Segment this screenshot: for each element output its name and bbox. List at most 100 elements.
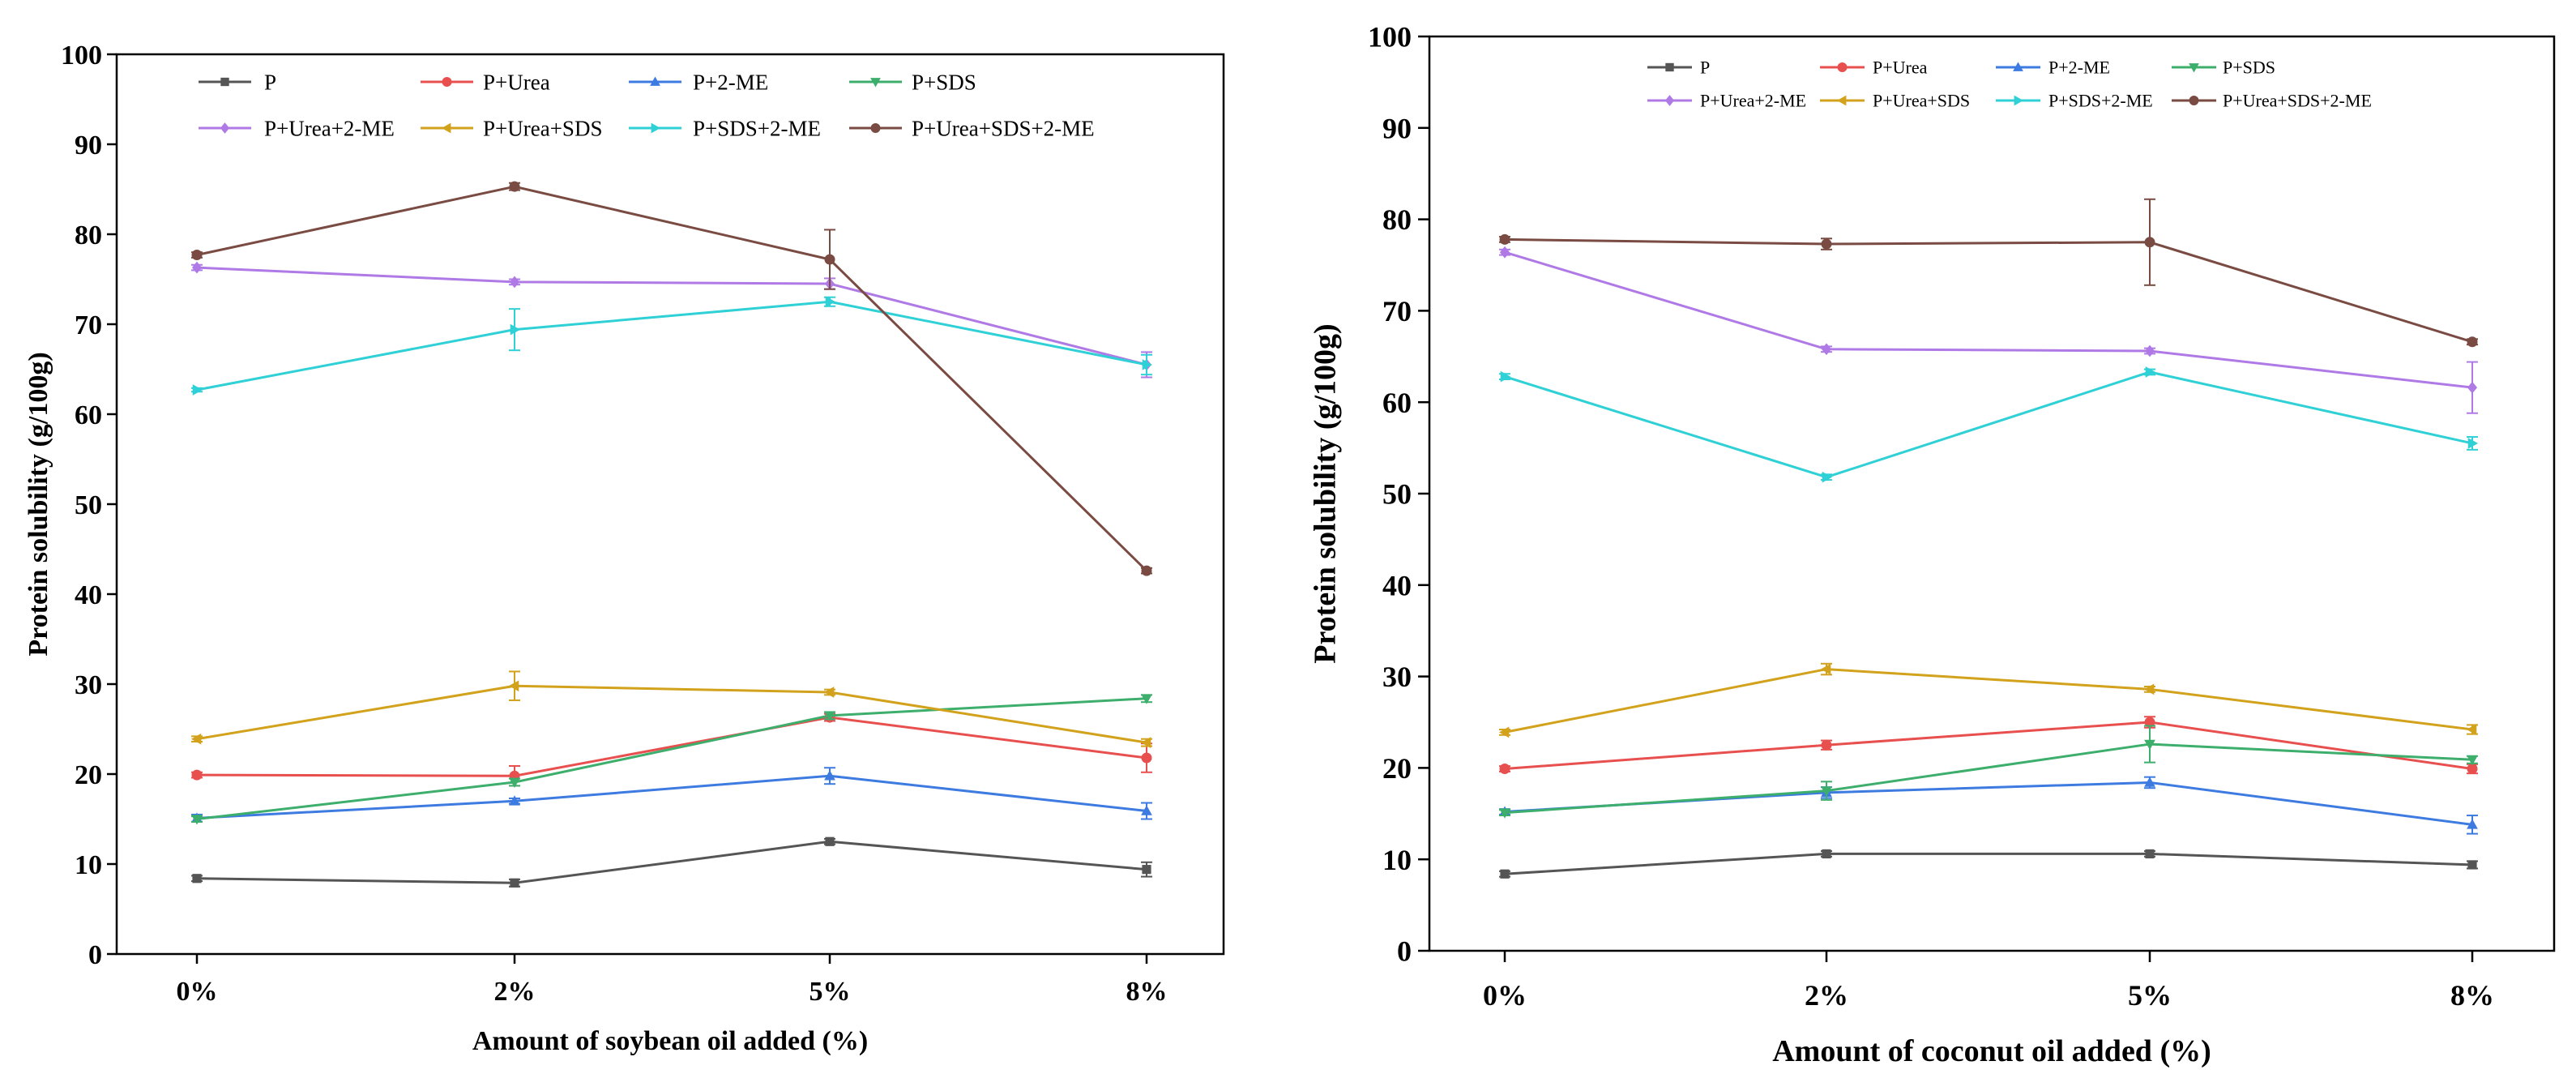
- coconut-series-p-plus-sds-point: [1821, 786, 1832, 797]
- coconut-series-p-plus-urea-plus-2-me: [1499, 246, 2478, 414]
- soybean-legend-entry-p-label: P: [264, 70, 276, 94]
- soybean-series-p-plus-urea-plus-sds-plus-2-me-line: [196, 185, 1148, 572]
- coconut-y-tick-label: 80: [1382, 203, 1412, 236]
- soybean-series-p-plus-urea-plus-sds-plus-2-me-point: [509, 181, 520, 192]
- soybean-series-p-plus-sds-point: [1141, 694, 1152, 704]
- soybean-x-tick-label: 2%: [494, 977, 536, 1007]
- soybean-legend-entry-p-plus-urea-swatch-marker: [442, 77, 452, 87]
- coconut-series-p-plus-sds-plus-2-me: [1499, 366, 2479, 483]
- coconut-y-tick-label: 10: [1382, 844, 1412, 876]
- soybean-legend-entry-p: P: [199, 70, 276, 94]
- coconut-series-p-plus-urea-plus-sds-plus-2-me-point: [2144, 237, 2155, 248]
- soybean-y-tick-label: 40: [75, 580, 102, 610]
- coconut-series-p-plus-sds-point: [1499, 808, 1510, 819]
- soybean-x-tick-label: 5%: [810, 977, 851, 1007]
- coconut-series-p-plus-urea-plus-sds-plus-2-me-point: [1499, 233, 1510, 245]
- coconut-series-p-plus-sds-plus-2-me-point: [1500, 370, 1511, 383]
- soybean-series-p-plus-sds-plus-2-me: [191, 296, 1153, 396]
- coconut-series-p-plus-sds-plus-2-me-line: [1504, 370, 2473, 479]
- coconut-series-p-plus-sds-line: [1504, 742, 2473, 815]
- soybean-series-p-plus-urea-plus-sds-point: [190, 733, 202, 745]
- coconut-legend-entry-p-label: P: [1700, 58, 1710, 78]
- coconut-series-p-line: [1504, 852, 2473, 875]
- soybean-y-tick-label: 10: [75, 850, 102, 880]
- coconut-series-p-plus-urea-plus-sds-point: [1820, 663, 1831, 675]
- coconut-legend-entry-p-plus-urea-plus-sds-plus-2-me-label: P+Urea+SDS+2-ME: [2223, 91, 2372, 111]
- coconut-oil-chart: 0 10 20 30 40 50 60 70 80 90 100 0% 2% 5% 8% Amount of …: [1308, 21, 2556, 1068]
- soybean-x-tick-label: 0%: [177, 977, 218, 1007]
- coconut-legend: P P+Urea P+2-ME P+SDS P+Urea+2-ME P+Urea+SDS P…: [1647, 58, 2372, 111]
- soybean-series-p-plus-sds-point: [824, 711, 835, 721]
- coconut-series-p-plus-urea-plus-sds-line: [1504, 668, 2473, 734]
- soybean-series-p-plus-sds-line: [196, 697, 1147, 820]
- soybean-oil-chart: 0 10 20 30 40 50 60 70 80 90 100 0% 2% 5% 8% Amount of …: [23, 41, 1225, 1056]
- coconut-legend-entry-p-plus-urea-plus-2-me-swatch-marker: [1664, 95, 1675, 106]
- soybean-x-axis-title: Amount of soybean oil added (%): [472, 1026, 868, 1056]
- soybean-legend-entry-p-plus-urea-plus-2-me: P+Urea+2-ME: [199, 116, 395, 140]
- soybean-legend-entry-p-plus-sds-plus-2-me: P+SDS+2-ME: [629, 116, 821, 140]
- coconut-series-p-plus-sds-point: [2144, 739, 2155, 751]
- coconut-legend-entry-p-plus-urea: P+Urea: [1820, 58, 1928, 78]
- soybean-y-tick-label: 20: [75, 760, 102, 790]
- coconut-series-p-plus-urea-plus-sds-point: [1498, 726, 1510, 738]
- soybean-y-tick-label: 100: [61, 41, 102, 71]
- soybean-legend: P P+Urea P+2-ME P+SDS P+Urea+2-ME P+Urea+SDS P…: [199, 70, 1095, 140]
- coconut-series-p-plus-sds: [1499, 725, 2478, 819]
- soybean-series-p-plus-urea-plus-sds-line: [196, 684, 1147, 744]
- soybean-legend-entry-p-plus-urea-plus-2-me-swatch-marker: [220, 122, 230, 134]
- soybean-series-p-plus-urea-plus-sds-point: [1140, 737, 1151, 748]
- coconut-legend-entry-p-plus-urea-swatch-marker: [1837, 62, 1848, 72]
- coconut-series-p-point: [1500, 869, 1510, 879]
- soybean-y-tick-label: 50: [75, 490, 102, 520]
- coconut-series-p-point: [2145, 849, 2155, 859]
- soybean-series-p-plus-2-me-line: [196, 774, 1147, 819]
- coconut-legend-entry-p-plus-sds-label: P+SDS: [2223, 58, 2275, 78]
- coconut-legend-entry-p-plus-urea-plus-2-me: P+Urea+2-ME: [1647, 91, 1806, 111]
- soybean-series-p-point: [192, 874, 202, 883]
- soybean-legend-entry-p-plus-sds-plus-2-me-label: P+SDS+2-ME: [693, 116, 821, 140]
- coconut-legend-entry-p-plus-2-me-label: P+2-ME: [2048, 58, 2110, 78]
- soybean-series-p-point: [825, 836, 835, 846]
- coconut-x-axis-title: Amount of coconut oil added (%): [1772, 1034, 2211, 1068]
- soybean-series-p-plus-2-me-point: [824, 770, 835, 781]
- soybean-legend-entry-p-plus-sds-label: P+SDS: [912, 70, 976, 94]
- coconut-y-tick-label: 60: [1382, 387, 1412, 419]
- coconut-y-tick-label: 40: [1382, 569, 1412, 601]
- soybean-y-tick-label: 60: [75, 400, 102, 430]
- soybean-legend-entry-p-plus-urea-plus-sds-plus-2-me: P+Urea+SDS+2-ME: [849, 116, 1095, 140]
- coconut-y-tick-label: 30: [1382, 661, 1412, 693]
- soybean-legend-entry-p-plus-2-me: P+2-ME: [629, 70, 768, 94]
- coconut-series-p-plus-urea-point: [1499, 764, 1510, 775]
- coconut-y-tick-label: 20: [1382, 752, 1412, 785]
- soybean-series-p: [191, 836, 1152, 888]
- coconut-y-tick-label: 100: [1368, 21, 1412, 53]
- soybean-series-p-plus-urea-plus-sds-plus-2-me-point: [191, 250, 203, 261]
- coconut-y-tick-label: 90: [1382, 112, 1412, 144]
- soybean-legend-entry-p-plus-sds: P+SDS: [849, 70, 976, 94]
- coconut-series-p-plus-urea-plus-2-me-point: [1499, 246, 1510, 259]
- soybean-series-p-plus-urea-plus-sds-plus-2-me: [191, 181, 1152, 576]
- coconut-legend-entry-p-plus-sds-plus-2-me-swatch-marker: [2014, 95, 2024, 106]
- soybean-legend-entry-p-plus-2-me-label: P+2-ME: [693, 70, 768, 94]
- soybean-series-p-plus-2-me-point: [509, 795, 520, 806]
- coconut-y-axis-title: Protein solubility (g/100g): [1308, 323, 1342, 663]
- soybean-y-axis-title: Protein solubility (g/100g): [23, 352, 53, 656]
- coconut-series-p-plus-urea-point: [2467, 764, 2478, 775]
- coconut-legend-entry-p-plus-sds-plus-2-me-label: P+SDS+2-ME: [2048, 91, 2153, 111]
- soybean-series-p-point: [510, 878, 519, 888]
- soybean-series-p-plus-urea-plus-sds-plus-2-me-point: [1141, 565, 1152, 576]
- coconut-series-p-plus-urea-plus-sds-plus-2-me: [1499, 198, 2478, 348]
- coconut-y-tick-label: 0: [1397, 935, 1412, 968]
- coconut-series-p-plus-sds-plus-2-me-point: [2467, 438, 2479, 449]
- soybean-y-tick-label: 0: [88, 940, 102, 970]
- coconut-y-tick-label: 70: [1382, 295, 1412, 327]
- coconut-series-p-point: [1822, 849, 1831, 859]
- soybean-legend-entry-p-plus-urea-plus-sds-swatch-marker: [441, 122, 451, 134]
- coconut-legend-entry-p-plus-urea-plus-sds-plus-2-me-swatch-marker: [2189, 96, 2199, 105]
- soybean-series-p-plus-sds-plus-2-me-line: [196, 300, 1147, 391]
- soybean-x-tick-label: 8%: [1126, 977, 1168, 1007]
- coconut-y-tick-label: 50: [1382, 478, 1412, 511]
- coconut-series-p-plus-urea-plus-2-me-point: [2467, 381, 2478, 394]
- coconut-series-p-plus-urea-plus-sds-point: [2143, 683, 2155, 695]
